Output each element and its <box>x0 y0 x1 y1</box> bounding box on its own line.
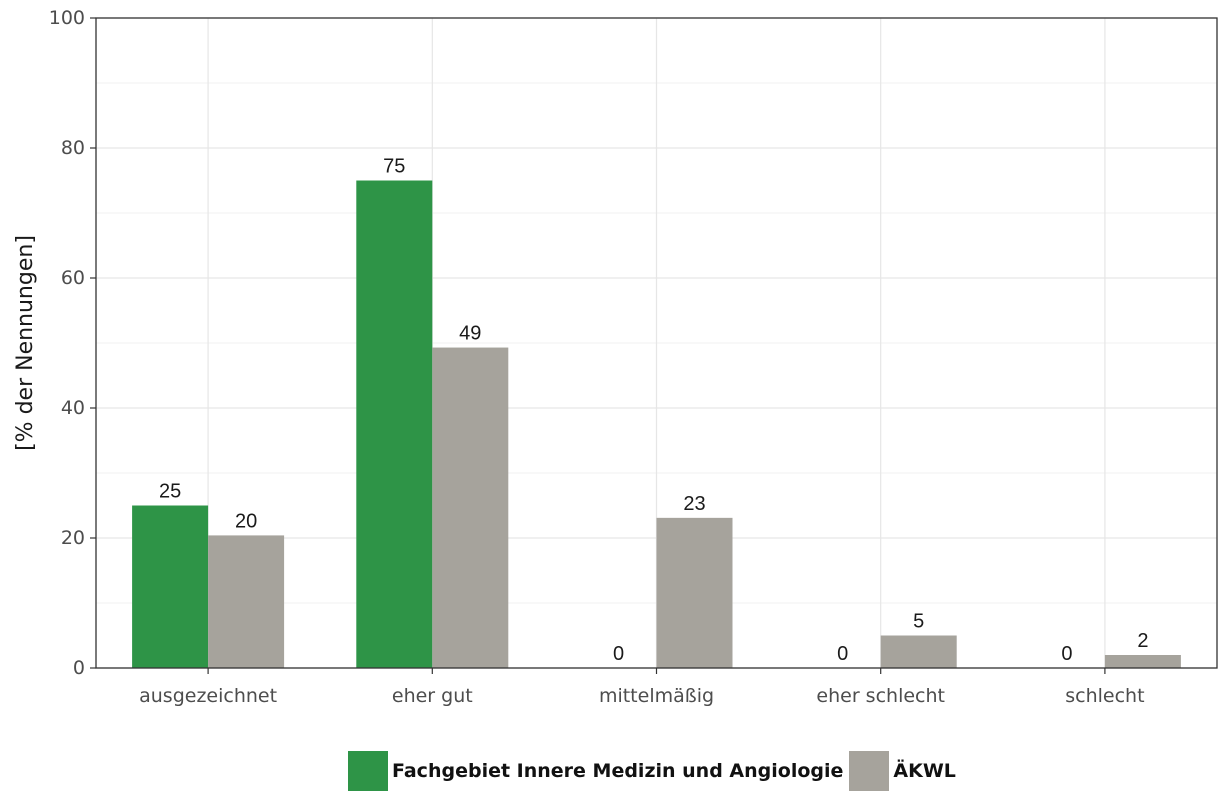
bar-series-2 <box>208 535 285 668</box>
y-tick-label: 100 <box>49 7 85 29</box>
data-label-series-2: 5 <box>913 611 924 633</box>
data-label-series-1: 0 <box>613 643 624 665</box>
data-label-series-2: 23 <box>683 493 705 515</box>
data-label-series-1: 0 <box>837 643 848 665</box>
x-tick-label: schlecht <box>1065 685 1144 707</box>
y-tick-label: 80 <box>61 137 85 159</box>
data-labels: 25 75 0 0 0 20 49 23 5 2 <box>159 156 1148 666</box>
legend-swatch-series-1 <box>348 751 388 791</box>
x-tick-label: mittelmäßig <box>599 685 714 707</box>
legend-swatch-series-2 <box>849 751 890 791</box>
bars <box>132 180 1181 668</box>
data-label-series-1: 0 <box>1061 643 1072 665</box>
y-tick-label: 40 <box>61 397 85 419</box>
bar-chart: 25 75 0 0 0 20 49 23 5 2 0 20 40 60 80 100 ausgezeichne… <box>13 7 1218 707</box>
data-label-series-1: 25 <box>159 481 181 503</box>
bar-series-1 <box>356 180 433 668</box>
plot-border <box>95 17 1218 669</box>
data-label-series-2: 2 <box>1137 630 1148 652</box>
data-label-series-2: 49 <box>459 323 481 345</box>
y-axis-title: [% der Nennungen] <box>13 235 38 451</box>
y-tick-label: 20 <box>61 527 85 549</box>
legend-item-series-2: ÄKWL <box>849 751 956 791</box>
legend-label-series-1: Fachgebiet Innere Medizin und Angiologie <box>392 760 844 782</box>
bar-series-2 <box>432 347 509 668</box>
bar-series-2 <box>880 635 957 668</box>
axes <box>90 17 1218 674</box>
y-tick-label: 0 <box>73 657 85 679</box>
x-tick-label: ausgezeichnet <box>139 685 277 707</box>
legend-label-series-2: ÄKWL <box>893 760 956 782</box>
legend-item-series-1: Fachgebiet Innere Medizin und Angiologie <box>348 751 843 791</box>
bar-series-1 <box>132 505 209 668</box>
y-tick-label: 60 <box>61 267 85 289</box>
x-tick-label: eher schlecht <box>816 685 945 707</box>
x-tick-label: eher gut <box>392 685 473 707</box>
bar-series-2 <box>1104 655 1181 668</box>
data-label-series-2: 20 <box>235 510 257 532</box>
legend: Fachgebiet Innere Medizin und Angiologie… <box>348 751 962 791</box>
data-label-series-1: 75 <box>383 156 405 178</box>
bar-series-2 <box>656 517 733 668</box>
